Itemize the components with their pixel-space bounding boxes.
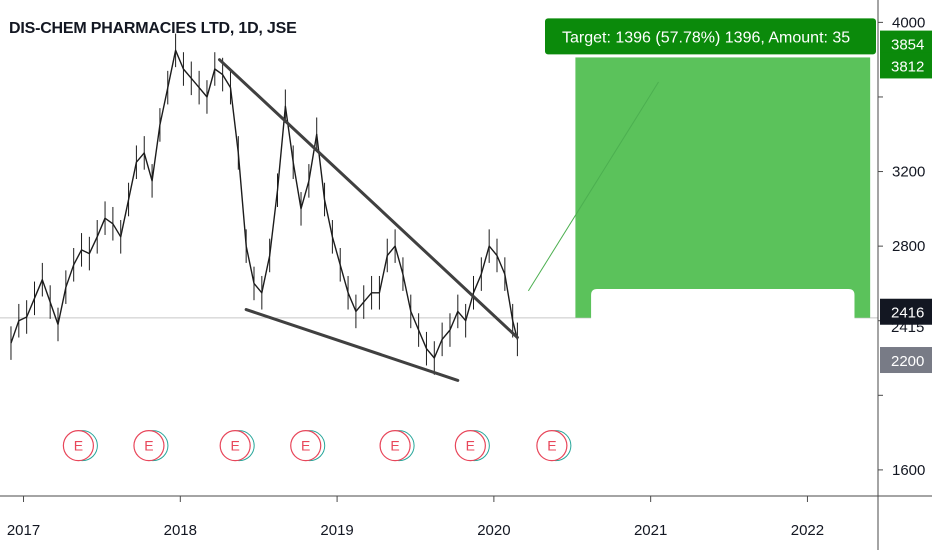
x-tick-label: 2022 [791, 522, 824, 539]
lower-trendline [244, 308, 460, 382]
x-tick-label: 2017 [7, 522, 40, 539]
x-tick-label: 2020 [477, 522, 510, 539]
earnings-marker [536, 430, 568, 462]
price-label: 3854 [891, 37, 924, 54]
earnings-marker-label: E [466, 438, 475, 454]
earnings-marker-label: E [74, 438, 83, 454]
price-label-box [880, 298, 932, 325]
target-zone-notch [591, 289, 855, 319]
y-tick-label: 1600 [892, 462, 925, 479]
earnings-marker [454, 430, 486, 462]
x-tick-label: 2018 [164, 522, 197, 539]
y-tick-label: 4000 [892, 14, 925, 31]
price-label-box [880, 30, 932, 57]
x-tick-label: 2019 [320, 522, 353, 539]
earnings-marker [290, 430, 322, 462]
target-zone [575, 57, 871, 318]
upper-trendline [218, 58, 519, 340]
price-label: 2415 [891, 319, 924, 336]
earnings-marker [219, 430, 251, 462]
earnings-marker [62, 430, 94, 462]
y-tick-label: 3200 [892, 164, 925, 181]
y-tick-label: 2800 [892, 238, 925, 255]
target-arrow-line [527, 81, 659, 292]
earnings-marker-label: E [390, 438, 399, 454]
earnings-marker [379, 430, 411, 462]
price-label-box [880, 52, 932, 79]
price-label: 2416 [891, 305, 924, 322]
price-series-line [10, 49, 519, 359]
earnings-marker-label: E [231, 438, 240, 454]
price-label-box [880, 347, 932, 374]
earnings-marker [133, 430, 165, 462]
chart-title: DIS-CHEM PHARMACIES LTD, 1D, JSE [9, 20, 297, 37]
earnings-marker-label: E [301, 438, 310, 454]
x-tick-label: 2021 [634, 522, 667, 539]
earnings-marker-label: E [547, 438, 556, 454]
earnings-marker-label: E [144, 438, 153, 454]
price-label: 2200 [891, 353, 924, 370]
price-label: 3812 [891, 58, 924, 75]
target-tooltip-text: Target: 1396 (57.78%) 1396, Amount: 35 [562, 29, 850, 46]
target-tooltip-box [545, 18, 876, 55]
